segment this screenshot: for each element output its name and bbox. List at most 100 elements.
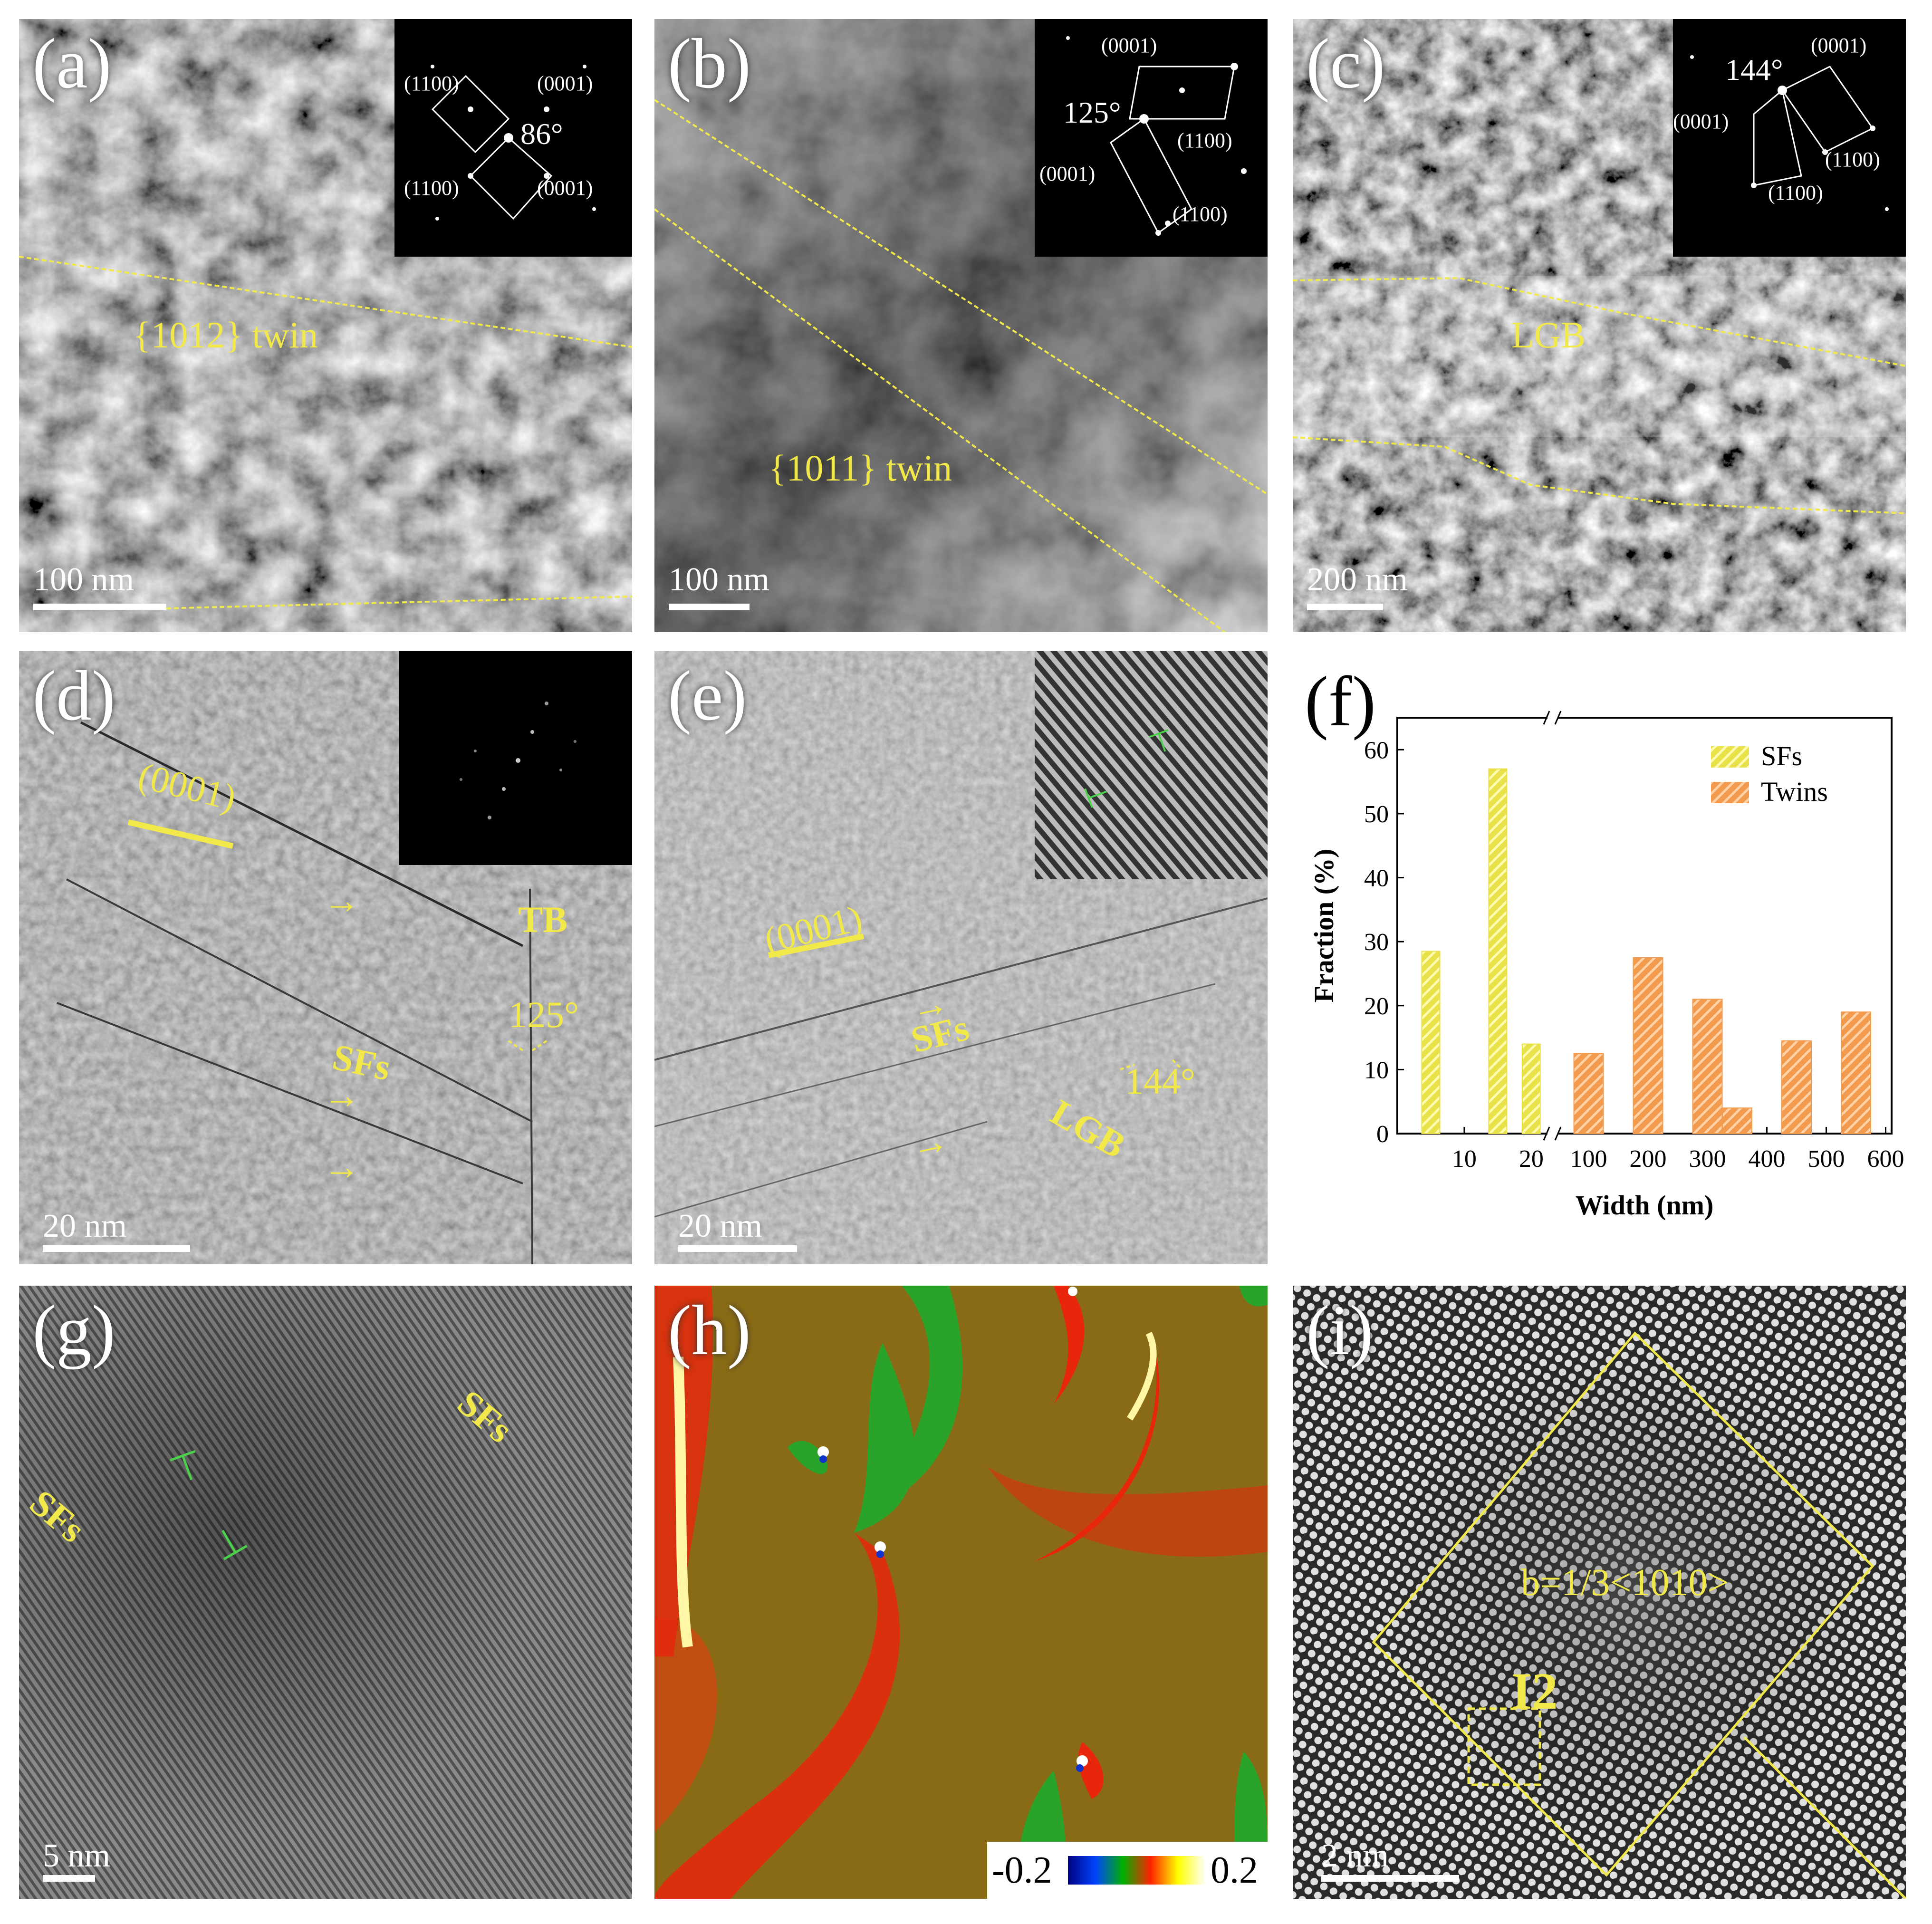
scale-text-g: 5 nm [43,1837,110,1874]
panel-label-g: (g) [32,1291,115,1370]
scale-bar-d: 20 nm [43,1207,195,1260]
panel-label-b: (b) [668,24,751,103]
panel-label-a: (a) [32,24,112,103]
sad-b-idx-2: (1100) [1177,129,1232,152]
sad-spots-a [431,65,596,221]
sad-b-idx-4: (1100) [1173,202,1228,226]
x-tick-label: 300 [1689,1145,1726,1173]
bar-twins [1781,1040,1812,1134]
y-tick-label: 10 [1364,1057,1389,1084]
fft-spots-d [460,702,577,819]
panel-g: ⊤ ⊤ (g) SFs SFs 5 nm [19,1286,632,1899]
scale-text-e: 20 nm [678,1208,762,1244]
x-tick-label: 200 [1630,1145,1667,1173]
y-tick-label: 0 [1376,1121,1389,1148]
scale-text-b: 100 nm [669,561,769,598]
bar-twins [1633,957,1663,1134]
axis-break-mark [1543,711,1550,725]
x-tick-label: 400 [1749,1145,1786,1173]
y-tick-label: 20 [1364,993,1389,1020]
panel-label-e: (e) [668,656,747,735]
hrtem-image-i [1293,1286,1906,1899]
panel-label-i: (i) [1306,1291,1374,1370]
tem-image-c [1293,19,1906,632]
legend-swatch-sfs [1711,746,1749,768]
scale-text-a: 100 nm [33,561,134,598]
sad-b-angle: 125° [1063,96,1121,129]
sad-a-angle: 86° [520,117,563,151]
sad-b-idx-1: (0001) [1101,34,1157,57]
sad-c-angle: 144° [1725,53,1783,87]
bar-sfs [1521,1043,1541,1134]
panel-c: 144° (0001) (0001) (1100) (1100) (c) LGB… [1293,19,1906,632]
legend-label-twins: Twins [1761,776,1828,807]
x-tick-label: 500 [1808,1145,1845,1173]
tb-label-d: TB [518,899,568,940]
axis-break-mark [1543,1126,1550,1141]
x-tick-label: 10 [1452,1145,1477,1173]
axis-break-mark [1554,1126,1562,1141]
x-axis-title: Width (nm) [1576,1190,1714,1221]
panel-label-f: (f) [1305,662,1376,741]
panel-b: (0001) 125° (1100) (0001) (1100) (b) {10… [654,19,1268,632]
hrtem-image-g: ⊤ ⊤ [19,1286,632,1899]
colorbar-h: -0.2 0.2 [987,1842,1268,1899]
y-tick-label: 50 [1364,801,1389,828]
sad-a-idx-2: (0001) [537,72,593,95]
y-tick-label: 40 [1364,865,1389,892]
scale-text-c: 200 nm [1307,561,1408,598]
axis-break-mark [1554,711,1562,725]
scale-text-i: 2 nm [1321,1837,1389,1874]
scale-bar-a: 100 nm [33,561,176,618]
angle-label-e: 144° [1125,1060,1196,1102]
sad-a-idx-3: (1100) [404,176,459,200]
sad-c-idx-4: (1100) [1768,181,1823,204]
sad-spots-c [1690,55,1889,211]
sad-a-idx-1: (1100) [404,72,459,95]
panel-label-h: (h) [668,1291,751,1370]
sad-a-idx-4: (0001) [537,176,593,200]
angle-label-d: 125° [509,994,579,1035]
sad-pattern-b: (0001) 125° (1100) (0001) (1100) [1035,19,1268,257]
y-tick-label: 30 [1364,929,1389,956]
scale-bar-b: 100 nm [669,561,811,618]
y-tick-label: 60 [1364,737,1389,764]
x-tick-label: 600 [1867,1145,1904,1173]
panel-i: (i) b=1/3<1010> I2 2 nm [1293,1286,1906,1899]
bar-chart-f: 0 10 20 30 40 50 60 10 20 100 200 300 400 500 600 SFs Tw… [1308,711,1904,1221]
sad-b-idx-3: (0001) [1039,162,1096,185]
sad-c-idx-3: (1100) [1825,148,1880,171]
panel-f: (f) [1293,651,1932,1264]
panel-a: (1100) (0001) 86° (1100) (0001) (a) {101… [19,19,632,632]
arrow-icon: → [323,1075,360,1116]
bar-twins [1692,999,1723,1134]
scale-bar-i: 2 nm [1321,1837,1483,1889]
bar-twins [1722,1107,1752,1135]
boundary-label-c: LGB [1511,314,1586,356]
panel-label-c: (c) [1306,24,1385,103]
bar-sfs [1488,768,1508,1134]
sad-c-idx-2: (0001) [1673,110,1729,133]
axis-break-bottom [1548,1128,1558,1139]
axis-break-top [1548,712,1558,723]
legend-label-sfs: SFs [1761,741,1802,771]
defect-id-i: I2 [1511,1662,1558,1720]
sad-pattern-a: (1100) (0001) 86° (1100) (0001) [394,19,632,257]
strain-map-h [654,1286,1268,1899]
twin-label-b: {1011} twin [769,447,952,489]
scale-bar-c: 200 nm [1307,561,1450,618]
x-tick-label: 20 [1519,1145,1544,1173]
arrow-icon: → [323,880,360,921]
scale-bar-g: 5 nm [43,1837,138,1889]
bar-twins [1841,1011,1871,1134]
arrow-icon: → [323,1146,360,1187]
bar-twins [1573,1053,1604,1134]
colorbar-gradient [1068,1856,1206,1885]
bar-sfs [1421,951,1441,1134]
panel-e: ⊤ ⊤ (e) (0001) SFs 144° LGB → → 20 nm [654,651,1268,1264]
scale-bar-e: 20 nm [678,1207,830,1260]
burgers-vector-i: b=1/3<1010> [1521,1562,1729,1604]
panel-d: (d) (0001) TB 125° SFs → → → 20 nm [19,651,632,1264]
legend-swatch-twins [1711,782,1749,803]
colorbar-min: -0.2 [992,1849,1052,1891]
